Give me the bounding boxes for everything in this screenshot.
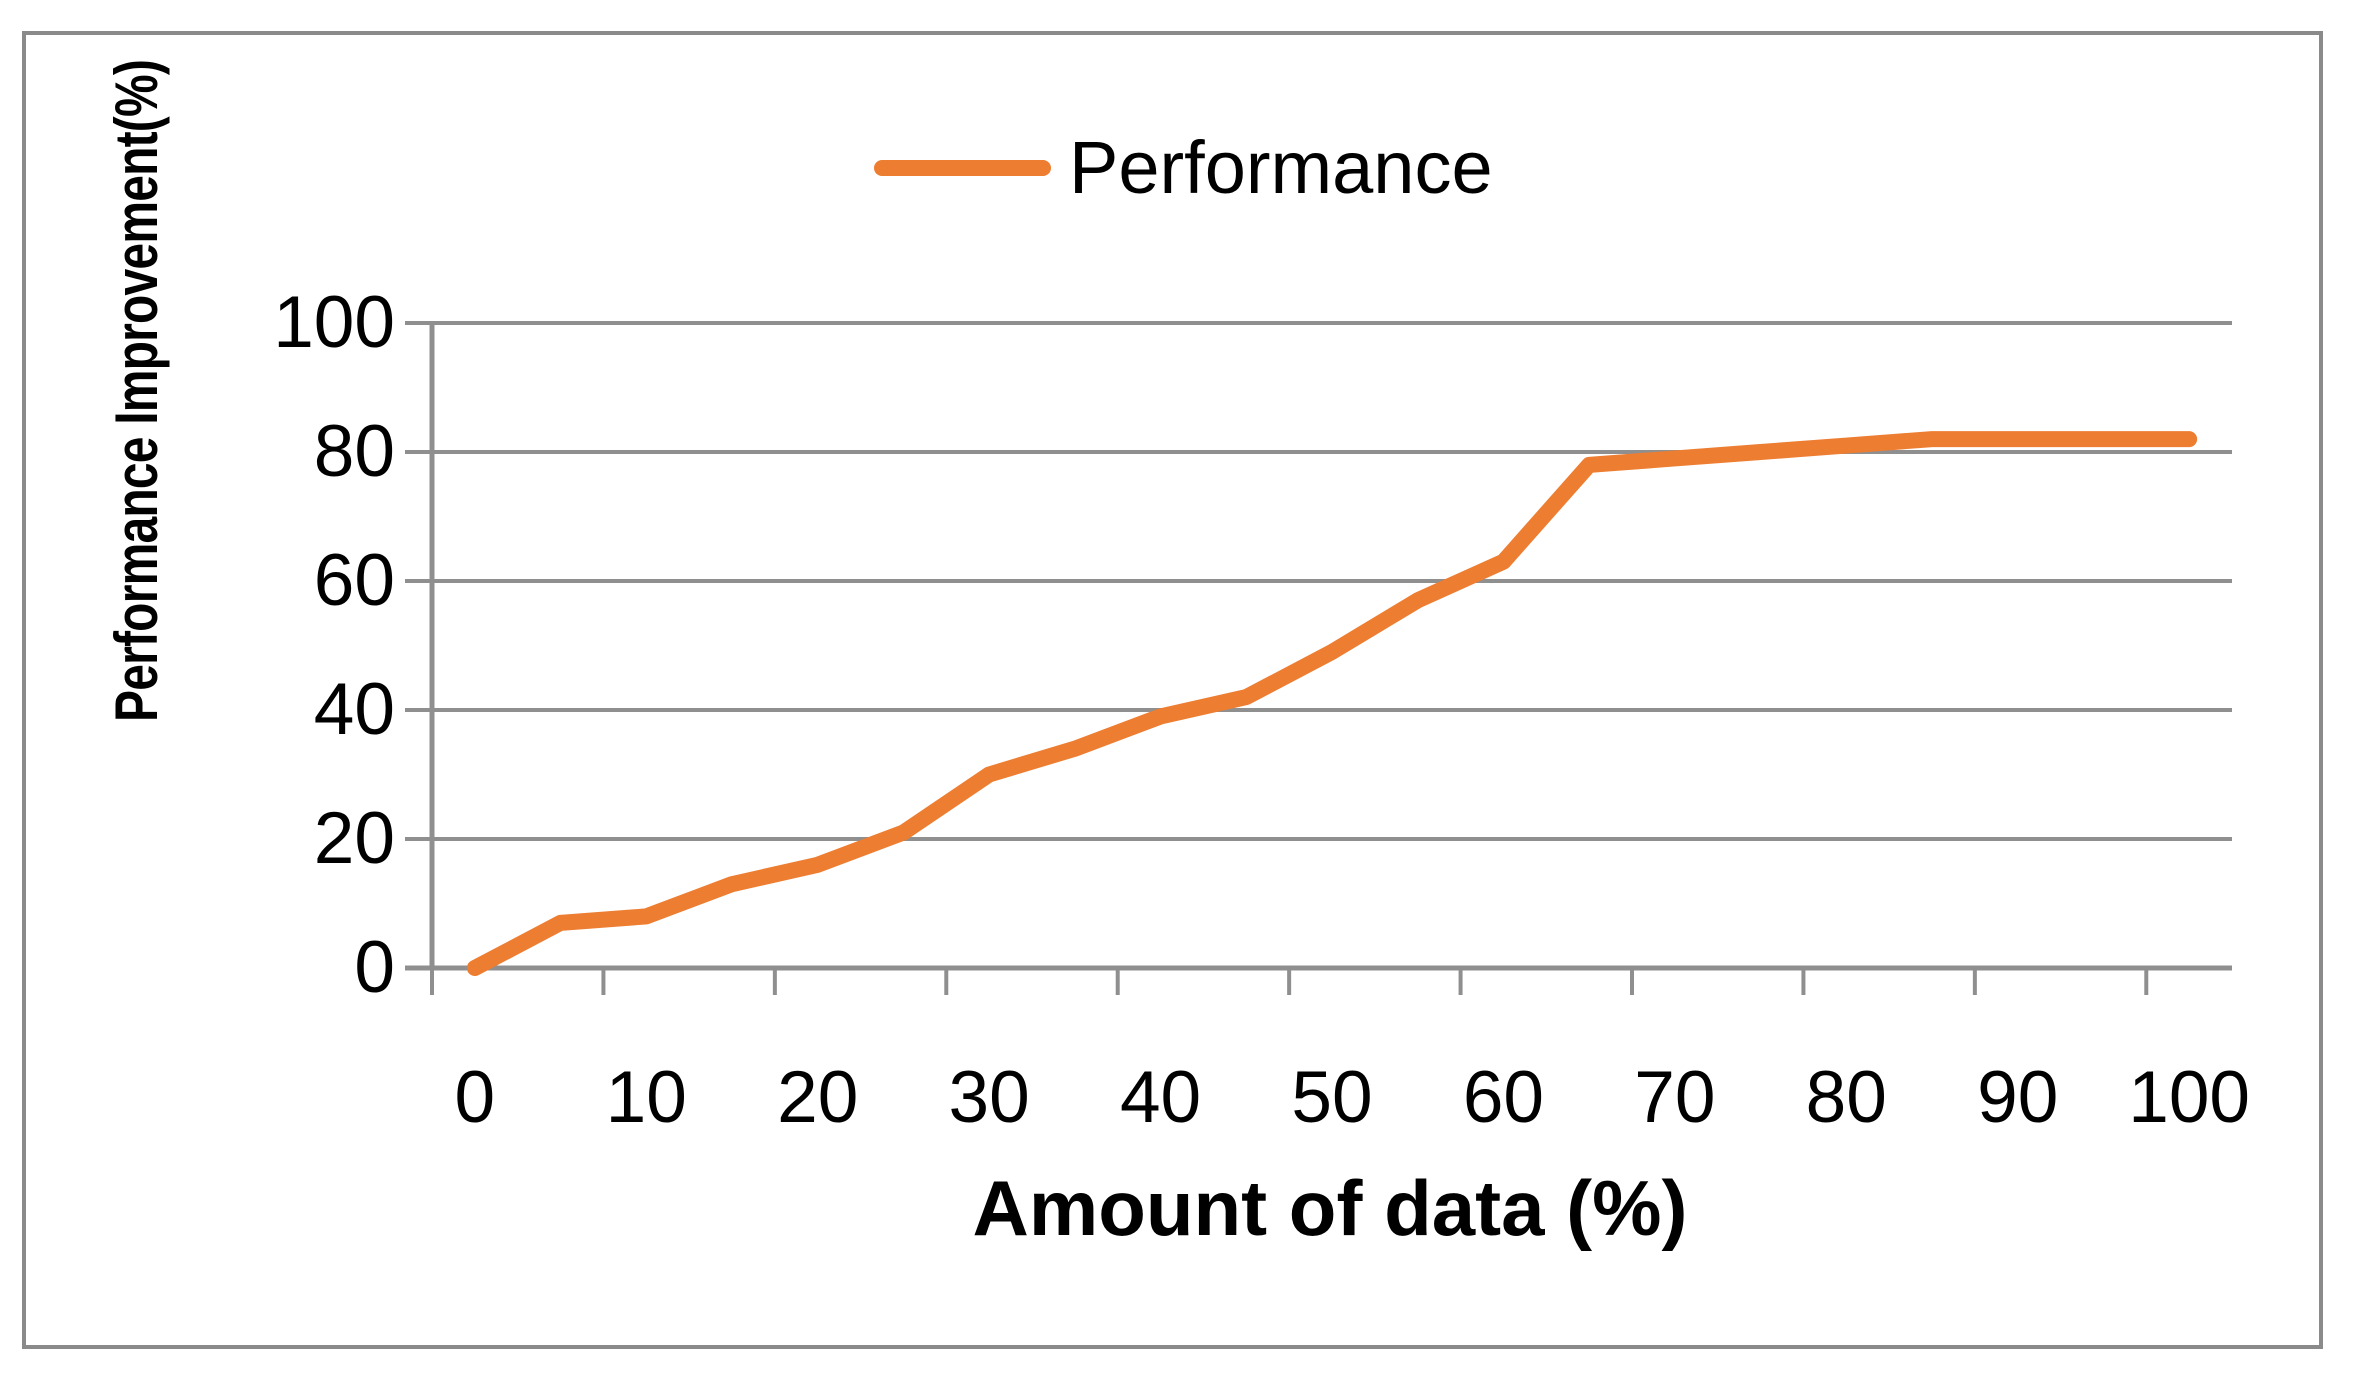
x-tick-label: 0 — [454, 1057, 496, 1138]
x-tick-label: 50 — [1291, 1057, 1373, 1138]
x-tick-label: 100 — [2128, 1057, 2251, 1138]
x-tick-label: 30 — [948, 1057, 1030, 1138]
y-tick-label: 0 — [354, 927, 395, 1008]
x-tick-label: 70 — [1634, 1057, 1716, 1138]
y-tick-label: 20 — [313, 798, 395, 879]
x-tick-label: 60 — [1462, 1057, 1545, 1138]
x-tick-label: 90 — [1977, 1057, 2059, 1138]
legend-line-sample-icon — [874, 160, 1051, 176]
x-tick-label: 10 — [605, 1057, 687, 1138]
y-tick-label: 40 — [313, 669, 395, 750]
y-tick-label: 60 — [313, 540, 395, 621]
x-tick-label: 80 — [1805, 1057, 1887, 1138]
x-axis-title: Amount of data (%) — [972, 1164, 1688, 1252]
y-tick-label: 100 — [273, 282, 395, 363]
legend-series-label: Performance — [1069, 126, 1493, 209]
chart-outer-border — [22, 31, 2323, 1349]
y-axis-title: Performance Improvement(%) — [103, 59, 170, 722]
y-tick-label: 80 — [313, 411, 395, 492]
x-tick-label: 20 — [777, 1057, 859, 1138]
legend: Performance — [874, 120, 1493, 216]
series-line-performance — [466, 431, 2198, 976]
x-tick-label: 40 — [1119, 1057, 1202, 1138]
